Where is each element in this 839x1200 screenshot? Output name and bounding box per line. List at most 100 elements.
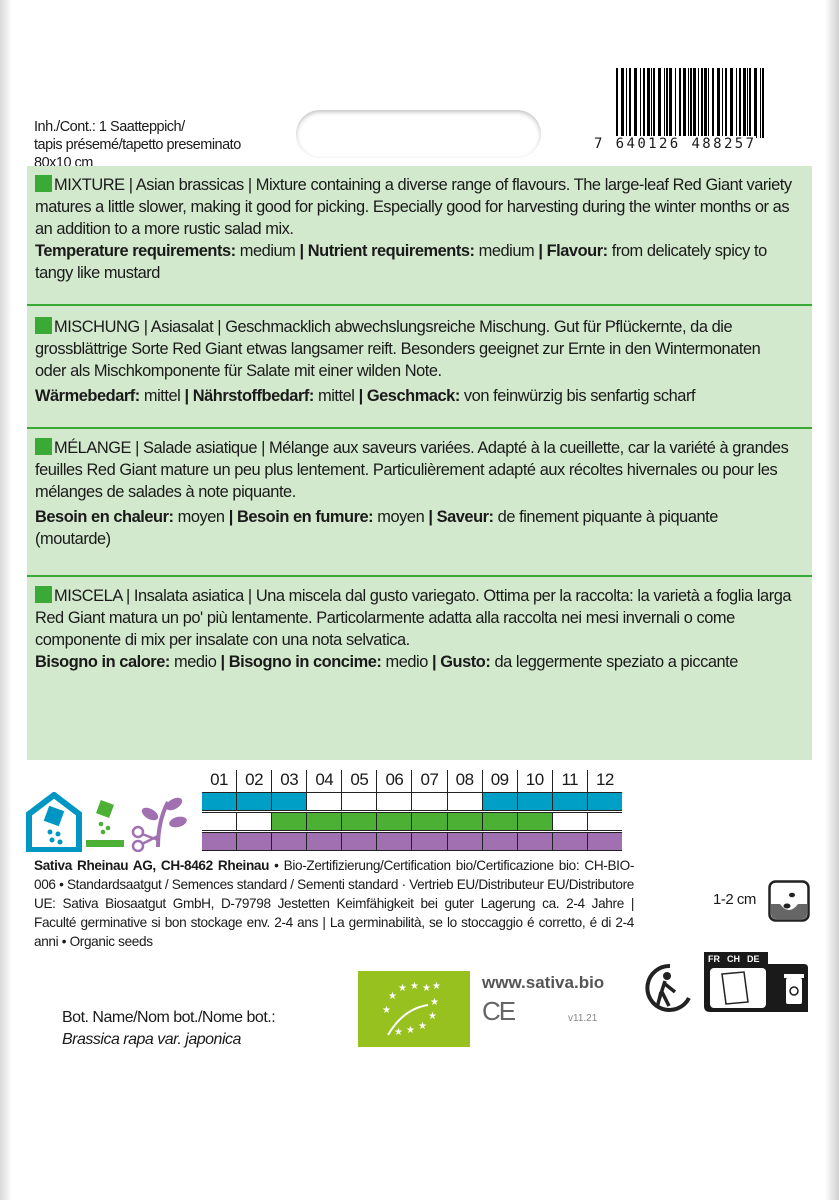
calendar-cell-active xyxy=(376,813,412,830)
prop-label: | Nutrient requirements: xyxy=(299,242,475,260)
month-label: 04 xyxy=(306,770,341,792)
svg-text:★: ★ xyxy=(406,1025,415,1036)
barcode-bar xyxy=(679,68,681,138)
website-link[interactable]: www.sativa.bio xyxy=(482,973,605,992)
calendar-cell-active xyxy=(551,833,587,850)
green-square-icon xyxy=(35,317,52,334)
month-label: 03 xyxy=(271,770,306,792)
barcode-bar xyxy=(643,68,645,138)
barcode-bar xyxy=(690,68,692,138)
country-fr: FR xyxy=(708,954,720,964)
barcode-bar xyxy=(749,68,751,138)
contents-info: Inh./Cont.: 1 Saatteppich/ tapis présemé… xyxy=(34,118,241,172)
barcode-bar xyxy=(647,68,650,138)
botanical-label: Bot. Name/Nom bot./Nome bot.: xyxy=(62,1009,276,1026)
section-italian: MISCELA | Insalata asiatica | Una miscel… xyxy=(35,585,795,673)
svg-text:★: ★ xyxy=(398,983,407,994)
recycling-person-icon xyxy=(645,963,691,1012)
sowing-depth-icon xyxy=(768,880,810,922)
prop-label: | Geschmack: xyxy=(358,387,461,405)
month-header: 01 02 03 04 05 06 07 08 09 10 11 12 xyxy=(202,770,622,792)
botanical-value: Brassica rapa var. japonica xyxy=(62,1031,241,1048)
prop-value: mittel xyxy=(139,387,185,405)
section-text: MÉLANGE | Salade asiatique | Mélange aux… xyxy=(35,439,789,501)
barcode-bar xyxy=(712,68,714,138)
cultivation-calendar: 01 02 03 04 05 06 07 08 09 10 11 12 xyxy=(202,770,622,852)
calendar-cell-active xyxy=(376,833,412,850)
section-english: MIXTURE | Asian brassicas | Mixture cont… xyxy=(35,174,795,284)
calendar-cell-active xyxy=(236,793,272,810)
country-ch: CH xyxy=(727,954,740,964)
greenhouse-sowing-icon xyxy=(26,792,82,852)
prop-value: from delicately spicy to tangy like must… xyxy=(35,242,767,282)
prop-label: Wärmebedarf: xyxy=(35,387,140,405)
svg-text:★: ★ xyxy=(410,981,419,992)
prop-label: | Gusto: xyxy=(432,653,491,671)
barcode-bar xyxy=(675,68,676,138)
legal-text: Sativa Rheinau AG, CH-8462 Rheinau • Bio… xyxy=(34,856,634,951)
calendar-cell-empty xyxy=(306,793,342,810)
prop-value: medio xyxy=(381,653,432,671)
calendar-cell-active xyxy=(516,833,552,850)
svg-text:★: ★ xyxy=(432,981,441,992)
month-label: 02 xyxy=(236,770,271,792)
calendar-row-greenhouse-sowing xyxy=(202,792,622,811)
prop-value: medium xyxy=(235,242,300,260)
svg-text:★: ★ xyxy=(394,1027,403,1038)
prop-label: Bisogno in calore: xyxy=(35,653,170,671)
barcode-bar xyxy=(683,68,686,138)
calendar-cell-active xyxy=(516,813,552,830)
calendar-cell-empty xyxy=(586,813,622,830)
prop-label: | Bisogno in concime: xyxy=(220,653,382,671)
barcode-bar xyxy=(664,68,665,138)
version-label: v11.21 xyxy=(568,1013,598,1024)
barcode-bar xyxy=(701,68,703,138)
prop-value: medium xyxy=(474,242,539,260)
barcode-bar xyxy=(747,68,748,138)
botanical-name: Bot. Name/Nom bot./Nome bot.: Brassica r… xyxy=(62,1007,276,1051)
barcode-bar xyxy=(651,68,652,138)
section-text: MISCELA | Insalata asiatica | Una miscel… xyxy=(35,587,792,649)
calendar-cell-active xyxy=(481,833,517,850)
prop-label: | Besoin en fumure: xyxy=(228,508,374,526)
country-de: DE xyxy=(747,954,760,964)
barcode-bar xyxy=(704,68,707,138)
barcode-bar xyxy=(725,68,727,138)
barcode xyxy=(616,68,764,148)
sowing-depth: 1-2 cm xyxy=(713,891,756,908)
prop-value: mittel xyxy=(313,387,359,405)
green-square-icon xyxy=(35,438,52,455)
prop-value: moyen xyxy=(173,508,229,526)
barcode-bar xyxy=(693,68,696,138)
green-square-icon xyxy=(35,175,52,192)
barcode-bar xyxy=(658,68,661,138)
prop-value: medio xyxy=(169,653,221,671)
svg-text:★: ★ xyxy=(430,997,439,1008)
barcode-bar xyxy=(698,68,699,138)
section-french: MÉLANGE | Salade asiatique | Mélange aux… xyxy=(35,437,795,550)
month-label: 12 xyxy=(586,770,622,792)
barcode-bar xyxy=(621,68,624,148)
barcode-bar xyxy=(708,68,709,138)
calendar-cell-empty xyxy=(446,793,482,810)
svg-text:★: ★ xyxy=(382,1005,391,1016)
svg-text:★: ★ xyxy=(388,991,397,1002)
svg-text:★: ★ xyxy=(422,983,431,994)
prop-label: Temperature requirements: xyxy=(35,242,236,260)
divider xyxy=(27,427,812,429)
calendar-cell-active xyxy=(411,813,447,830)
eu-leaf-stars-icon: ★★ ★ ★ ★ ★★★★★★ xyxy=(382,981,441,1038)
barcode-bar xyxy=(736,68,737,148)
contents-line: Inh./Cont.: 1 Saatteppich/ xyxy=(34,119,185,135)
calendar-cell-active xyxy=(446,833,482,850)
barcode-bar xyxy=(634,68,637,138)
barcode-bar xyxy=(640,68,641,138)
eu-organic-logo: ★ ★ ★ ★ ★ ★ ★ ★ ★ ★ ★ xyxy=(358,971,470,1047)
prop-value: von feinwürzig bis senfartig scharf xyxy=(459,387,696,405)
barcode-bar xyxy=(743,68,746,138)
month-label: 09 xyxy=(481,770,517,792)
calendar-cell-empty xyxy=(236,813,272,830)
calendar-cell-empty xyxy=(411,793,447,810)
divider xyxy=(27,575,812,577)
barcode-bar xyxy=(754,68,757,138)
